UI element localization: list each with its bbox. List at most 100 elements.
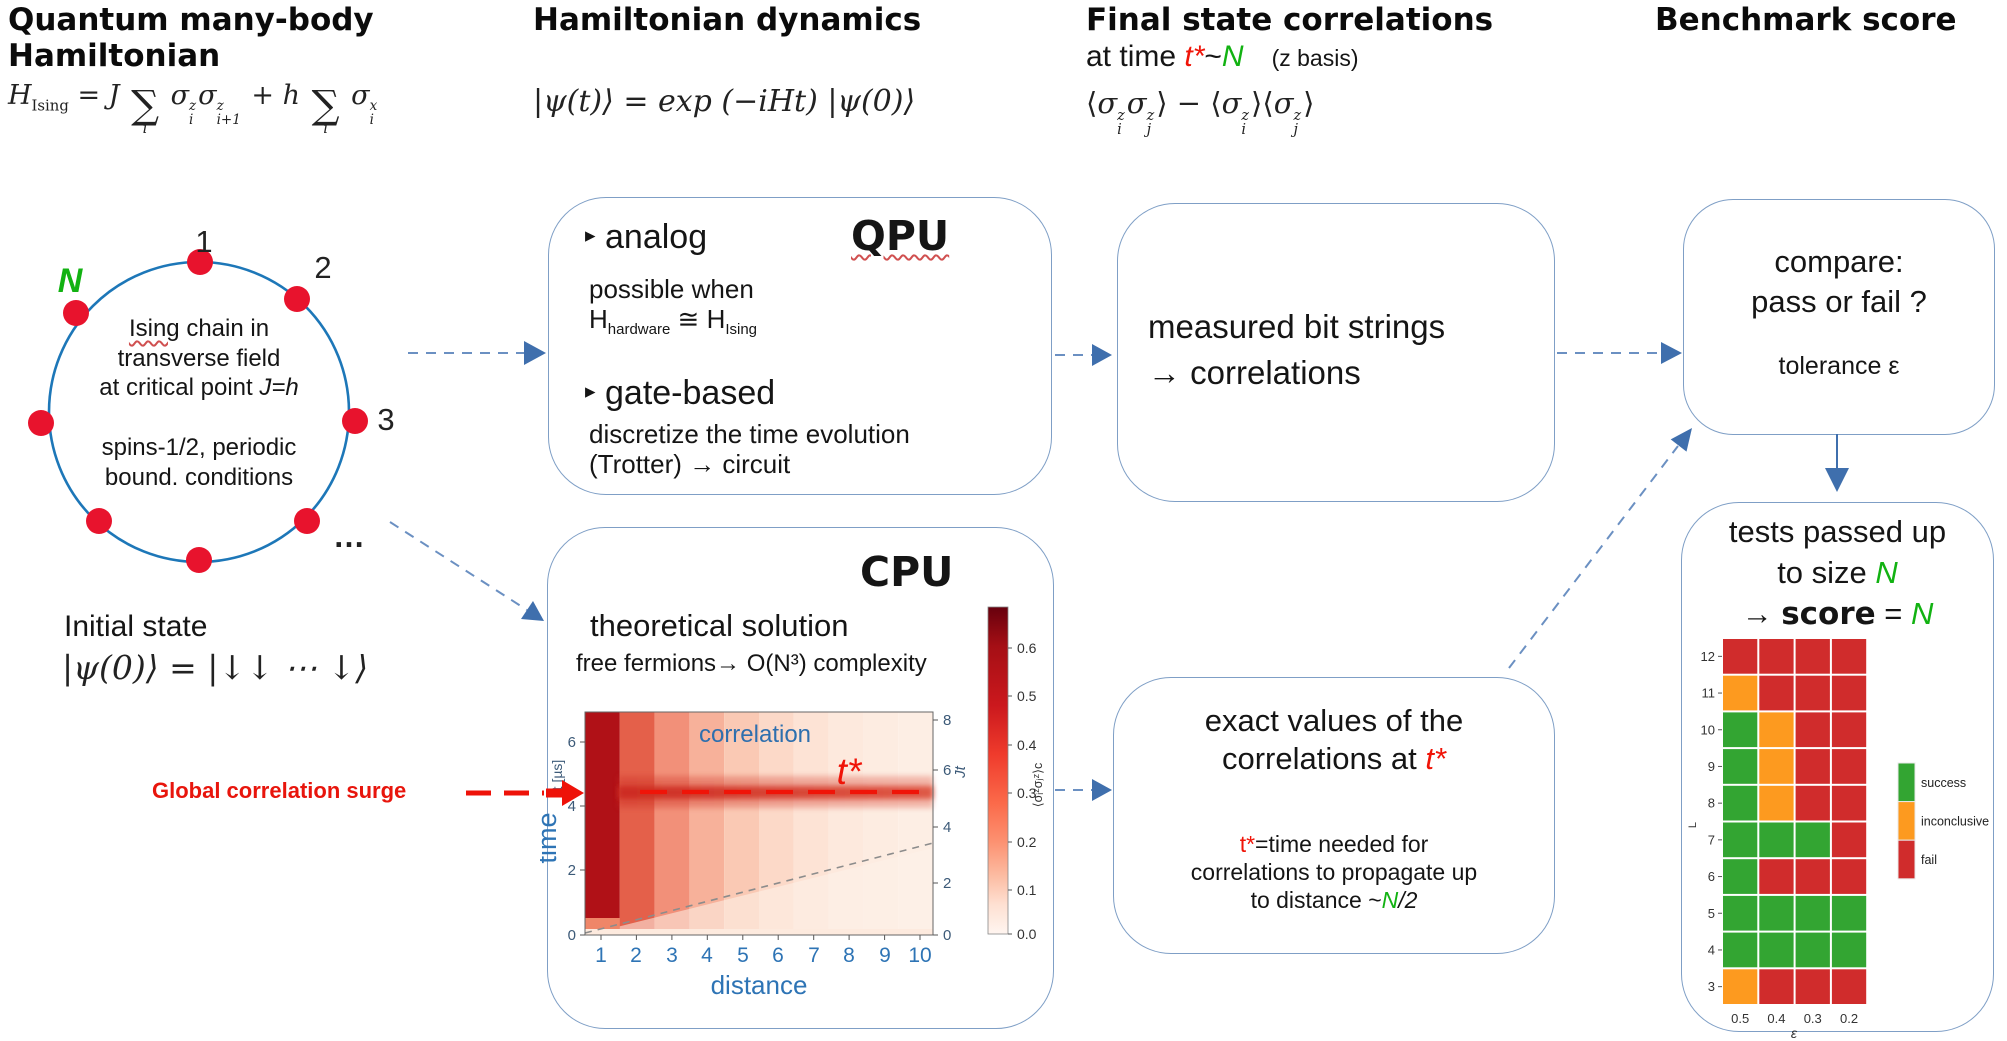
grid-axis-labels: 12 11 10 9 8 7 6 5 4 3 0.5 0.4 0.3 0.2 bbox=[1701, 649, 1859, 1026]
colorbar bbox=[987, 606, 1009, 935]
grid-row-label: 8 bbox=[1708, 796, 1715, 811]
grid-cell-6-0.3 bbox=[1795, 859, 1830, 894]
measured-box-text: measured bit strings → correlations bbox=[1148, 308, 1446, 391]
tstar-annotation: t* bbox=[837, 751, 863, 792]
correlation-heatmap: correlation t* 6 4 2 0 8 6 4 2 0 bbox=[540, 606, 1045, 1000]
svg-text:0.6: 0.6 bbox=[1017, 640, 1037, 656]
ising-word: Ising bbox=[128, 315, 180, 342]
grid-cell-3-0.3 bbox=[1795, 969, 1830, 1004]
heatmap-columns bbox=[585, 712, 933, 935]
axis-ticks bbox=[580, 719, 938, 940]
grid-cell-5-0.3 bbox=[1795, 895, 1830, 931]
svg-text:0.0: 0.0 bbox=[1017, 926, 1037, 942]
grid-cell-11-0.4 bbox=[1759, 675, 1794, 711]
tests-box-title: tests passed up to size N → score = N bbox=[1728, 514, 1947, 632]
gate-heading: ▸ gate-based bbox=[585, 374, 776, 412]
x-tick-labels: 1 2 3 4 5 6 7 8 9 10 bbox=[595, 944, 932, 967]
svg-text:8: 8 bbox=[943, 712, 951, 729]
grid-cell-9-0.2 bbox=[1831, 749, 1867, 784]
exact-box-title: exact values of the correlations at t* bbox=[1204, 703, 1464, 776]
sigma: σ bbox=[170, 80, 190, 111]
legend-swatch-fail bbox=[1897, 839, 1916, 880]
grid-row-label: 7 bbox=[1708, 832, 1715, 847]
sigma: σ bbox=[198, 80, 217, 111]
grid-cell-12-0.3 bbox=[1795, 639, 1830, 674]
cpu-line2: free fermions→ O(N³) complexity bbox=[576, 650, 927, 677]
ellipsis-sites: … bbox=[333, 518, 365, 554]
svg-text:1: 1 bbox=[595, 944, 607, 967]
col1-title-line1: Quantum many-body bbox=[8, 2, 374, 38]
grid-cell-9-0.3 bbox=[1795, 749, 1830, 784]
svg-text:0.4: 0.4 bbox=[1017, 737, 1037, 753]
formula-eq: = J bbox=[77, 80, 120, 111]
cpu-line1: theoretical solution bbox=[590, 608, 849, 643]
initial-state-label: Initial state bbox=[64, 610, 208, 643]
critical-point-math: J=h bbox=[259, 374, 299, 401]
spin-dot-6 bbox=[86, 508, 112, 534]
lightcone-dashed-line bbox=[584, 842, 934, 934]
plot-frame bbox=[584, 711, 934, 936]
grid-cell-8-0.5 bbox=[1723, 785, 1758, 821]
analog-heading: ▸ analog bbox=[585, 218, 708, 256]
compare-box: compare: pass or fail ? tolerance ε bbox=[1683, 199, 1995, 435]
grid-row-label: 9 bbox=[1708, 759, 1715, 774]
exact-box: exact values of the correlations at t* t… bbox=[1113, 677, 1555, 954]
grid-cell-7-0.5 bbox=[1723, 822, 1758, 858]
svg-text:10: 10 bbox=[908, 944, 931, 967]
grid-row-label: 11 bbox=[1702, 686, 1716, 701]
grid-cell-5-0.4 bbox=[1759, 895, 1794, 931]
grid-cell-4-0.5 bbox=[1723, 932, 1758, 968]
qpu-box: ▸ analog QPU possible when Hhardware ≅ H… bbox=[548, 197, 1052, 495]
grid-cell-11-0.2 bbox=[1831, 675, 1867, 711]
grid-cell-9-0.4 bbox=[1759, 749, 1794, 784]
spin-dot-3 bbox=[342, 408, 368, 434]
svg-text:0: 0 bbox=[943, 927, 951, 944]
exact-box-note: t*=time needed for correlations to propa… bbox=[1190, 831, 1478, 913]
grid-cell-3-0.4 bbox=[1759, 969, 1794, 1004]
grid-cell-12-0.5 bbox=[1723, 639, 1758, 674]
grid-row-label: 5 bbox=[1708, 906, 1715, 921]
spin-dot-1 bbox=[187, 249, 213, 275]
spin-dot-4 bbox=[294, 508, 320, 534]
right-axis-label-Jt: Jt bbox=[952, 765, 969, 779]
left-tick-labels: 6 4 2 0 bbox=[568, 734, 576, 944]
legend-label-success: success bbox=[1921, 776, 1966, 790]
formula-plus-h: + h bbox=[251, 80, 301, 111]
gate-sub2: (Trotter) → circuit bbox=[589, 449, 791, 479]
grid-row-label: 6 bbox=[1708, 869, 1715, 884]
svg-text:8: 8 bbox=[843, 944, 855, 967]
grid-cell-3-0.2 bbox=[1831, 969, 1867, 1004]
svg-text:3: 3 bbox=[666, 944, 678, 967]
grid-col-label: 0.3 bbox=[1804, 1011, 1822, 1026]
spin-dot-2 bbox=[284, 286, 310, 312]
surge-label: Global correlation surge bbox=[152, 778, 407, 803]
grid-col-label: 0.5 bbox=[1731, 1011, 1749, 1026]
colorbar-tick-labels: 0.6 0.5 0.4 0.3 0.2 0.1 0.0 bbox=[1017, 640, 1037, 942]
svg-text:0.1: 0.1 bbox=[1017, 882, 1037, 898]
grid-cell-7-0.3 bbox=[1795, 822, 1830, 858]
grid-cell-6-0.5 bbox=[1723, 859, 1758, 894]
grid-cell-11-0.3 bbox=[1795, 675, 1830, 711]
grid-cell-4-0.4 bbox=[1759, 932, 1794, 968]
grid-cell-6-0.2 bbox=[1831, 859, 1867, 894]
svg-text:0.2: 0.2 bbox=[1017, 834, 1037, 850]
measured-box: measured bit strings → correlations bbox=[1117, 203, 1555, 502]
svg-text:0.3: 0.3 bbox=[1017, 785, 1037, 801]
col3-subtitle: at time t*~N (z basis) bbox=[1086, 40, 1359, 73]
initial-state-formula: |ψ(0)⟩ = |↓↓ ⋯ ↓⟩ bbox=[62, 648, 369, 687]
evolution-formula: |ψ(t)⟩ = exp (−iHt) |ψ(0)⟩ bbox=[533, 84, 916, 119]
sum-symbol: ∑ i bbox=[131, 82, 160, 137]
legend-label-inconclusive: inconclusive bbox=[1921, 815, 1989, 829]
right-tick-labels: 8 6 4 2 0 bbox=[943, 712, 951, 944]
grid-xlabel-epsilon: ε bbox=[1791, 1025, 1798, 1041]
grid-ylabel-L: L bbox=[1687, 822, 1699, 828]
hardware-condition: Hhardware ≅ HIsing bbox=[589, 304, 758, 339]
site-label-N: N bbox=[58, 262, 84, 300]
grid-cell-5-0.2 bbox=[1831, 895, 1867, 931]
legend-swatch-inconclusive bbox=[1897, 801, 1916, 841]
svg-text:4: 4 bbox=[943, 819, 951, 836]
spin-dot-N bbox=[63, 300, 89, 326]
sigma: σ bbox=[351, 80, 370, 111]
grid-cell-9-0.5 bbox=[1723, 749, 1758, 784]
